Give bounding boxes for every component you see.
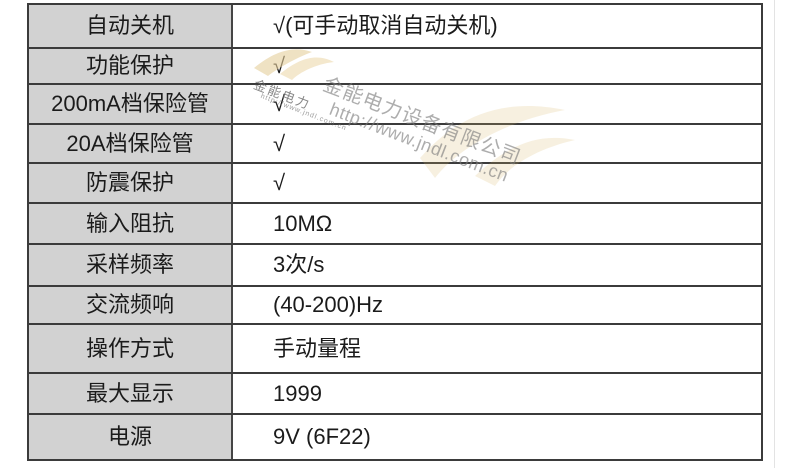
- spec-label: 采样频率: [29, 245, 233, 285]
- spec-value: 9V (6F22): [273, 424, 371, 449]
- spec-label: 操作方式: [29, 325, 233, 372]
- spec-label: 交流频响: [29, 287, 233, 323]
- spec-label: 自动关机: [29, 5, 233, 47]
- table-row: 功能保护 √: [29, 47, 761, 83]
- spec-label: 200mA档保险管: [29, 85, 233, 123]
- spec-value: √: [273, 130, 286, 156]
- spec-value: √: [273, 170, 286, 195]
- spec-value: 3次/s: [273, 252, 325, 277]
- table-row: 200mA档保险管 √: [29, 83, 761, 123]
- table-row: 防震保护 √: [29, 162, 761, 202]
- spec-value: 1999: [273, 380, 322, 406]
- spec-label: 功能保护: [29, 49, 233, 83]
- spec-label: 20A档保险管: [29, 125, 233, 162]
- spec-label: 最大显示: [29, 374, 233, 413]
- table-row: 输入阻抗 10MΩ: [29, 202, 761, 243]
- table-row: 采样频率 3次/s: [29, 243, 761, 285]
- spec-table: 自动关机 √(可手动取消自动关机) 功能保护 √ 200mA档保险管 √ 20A…: [27, 3, 763, 461]
- table-row: 最大显示 1999: [29, 372, 761, 413]
- spec-value: 10MΩ: [273, 210, 333, 236]
- table-row: 交流频响 (40-200)Hz: [29, 285, 761, 323]
- spec-label: 输入阻抗: [29, 204, 233, 243]
- spec-value: 手动量程: [273, 335, 362, 361]
- spec-value: (40-200)Hz: [273, 292, 384, 317]
- table-row: 电源 9V (6F22): [29, 413, 761, 459]
- table-row: 20A档保险管 √: [29, 123, 761, 162]
- page-edge-divider: [774, 0, 775, 468]
- table-row: 操作方式 手动量程: [29, 323, 761, 372]
- spec-value: √: [273, 53, 286, 78]
- spec-value: √: [273, 91, 286, 116]
- spec-label: 电源: [29, 415, 233, 459]
- spec-label: 防震保护: [29, 164, 233, 202]
- spec-value: √(可手动取消自动关机): [273, 13, 498, 38]
- table-row: 自动关机 √(可手动取消自动关机): [29, 5, 761, 47]
